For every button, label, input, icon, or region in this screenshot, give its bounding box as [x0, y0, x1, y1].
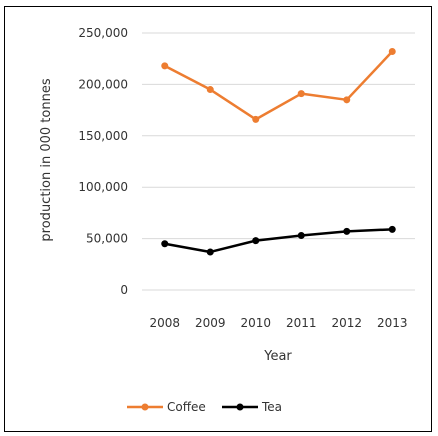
tea-point: [206, 248, 214, 256]
y-axis-ticks: 0 50,000 100,000 150,000 200,000 250,000: [78, 26, 128, 297]
x-tick-label: 2012: [331, 316, 362, 330]
y-tick-label: 250,000: [78, 26, 128, 40]
tea-line: [164, 228, 393, 254]
y-tick-label: 0: [120, 283, 128, 297]
coffee-point: [297, 90, 305, 98]
x-axis-ticks: 2008 2009 2010 2011 2012 2013: [149, 316, 407, 330]
x-tick-label: 2008: [149, 316, 180, 330]
y-tick-label: 50,000: [86, 232, 128, 246]
tea-series: [161, 225, 396, 256]
legend-swatch-marker: [141, 403, 149, 411]
coffee-point: [206, 86, 214, 94]
coffee-line: [164, 50, 394, 121]
tea-point: [161, 240, 169, 248]
x-tick-label: 2011: [286, 316, 317, 330]
tea-point: [252, 237, 260, 245]
x-tick-label: 2009: [195, 316, 226, 330]
chart-frame: [4, 6, 432, 432]
tea-point: [388, 225, 396, 233]
y-tick-label: 150,000: [78, 129, 128, 143]
x-tick-label: 2013: [377, 316, 408, 330]
coffee-series: [161, 48, 396, 123]
coffee-point: [388, 48, 396, 56]
x-tick-label: 2010: [240, 316, 271, 330]
x-axis-title: Year: [263, 349, 292, 364]
legend-item-coffee: Coffee: [127, 400, 206, 414]
coffee-point: [161, 62, 169, 70]
y-tick-label: 200,000: [78, 77, 128, 91]
legend-label: Coffee: [167, 400, 206, 414]
legend-item-tea: Tea: [222, 400, 282, 414]
legend-label: Tea: [261, 400, 282, 414]
legend: Coffee Tea: [127, 400, 282, 414]
y-tick-label: 100,000: [78, 180, 128, 194]
y-axis-title: production in 000 tonnes: [39, 78, 54, 241]
tea-point: [297, 232, 305, 240]
coffee-point: [343, 96, 351, 104]
grid-lines: [142, 32, 415, 291]
series-layer: [161, 48, 396, 256]
coffee-point: [252, 115, 260, 123]
legend-swatch-marker: [236, 403, 244, 411]
tea-point: [343, 227, 351, 235]
